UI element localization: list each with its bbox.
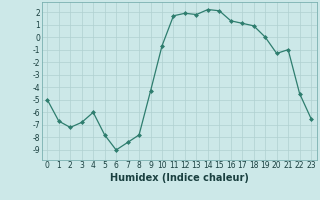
X-axis label: Humidex (Indice chaleur): Humidex (Indice chaleur) — [110, 173, 249, 183]
